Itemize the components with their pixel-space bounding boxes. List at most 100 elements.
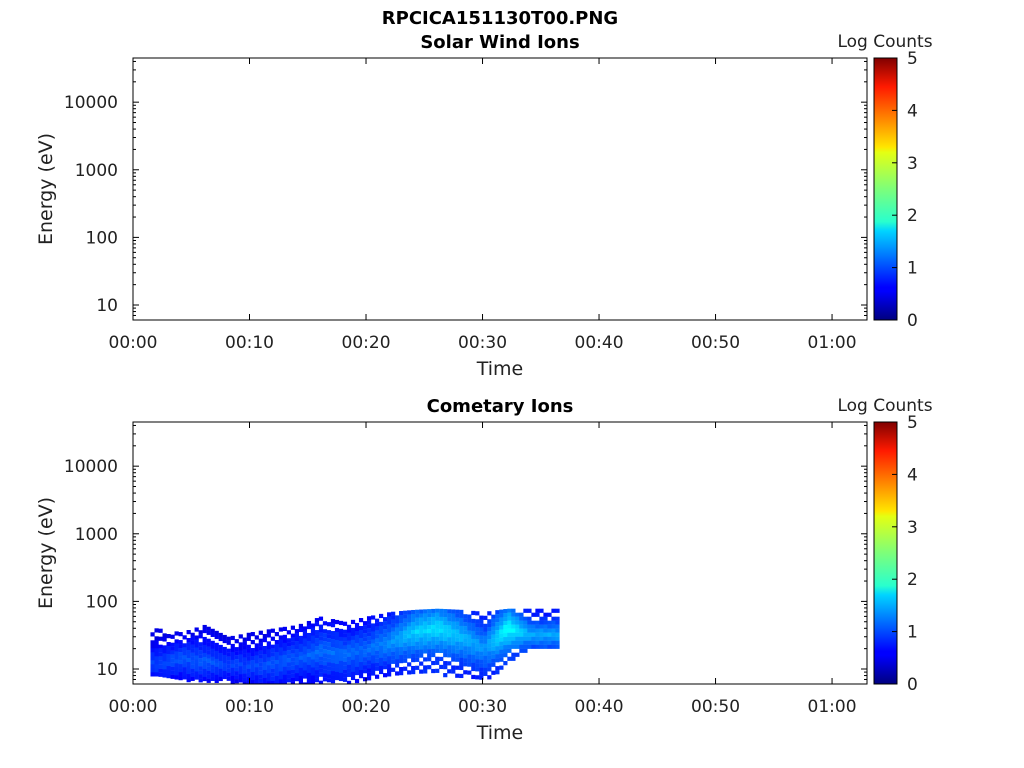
spectrogram-cell — [338, 628, 344, 634]
spectrogram-cell — [338, 620, 344, 626]
spectrogram-cell — [370, 667, 376, 672]
spectrogram-cell — [447, 637, 452, 642]
spectrogram-cell — [362, 657, 368, 662]
spectrogram-cell — [539, 616, 544, 621]
spectrogram-cell — [294, 641, 300, 646]
spectrogram-cell — [250, 664, 255, 669]
spectrogram-cell — [543, 628, 548, 633]
spectrogram-cell — [274, 668, 279, 673]
spectrogram-cell — [310, 655, 316, 660]
spectrogram-cell — [282, 642, 287, 648]
spectrogram-cell — [250, 660, 255, 665]
spectrogram-cell — [491, 670, 496, 675]
spectrogram-cell — [334, 667, 340, 673]
spectrogram-cell — [419, 641, 424, 646]
spectrogram-cell — [278, 655, 283, 660]
spectrogram-cell — [194, 635, 199, 640]
spectrogram-cell — [366, 656, 372, 661]
spectrogram-cell — [383, 673, 388, 678]
spectrogram-cell — [362, 649, 368, 654]
spectrogram-cell — [254, 671, 259, 676]
spectrogram-cell — [338, 648, 344, 654]
spectrogram-cell — [399, 631, 404, 636]
spectrogram-cell — [403, 658, 408, 663]
spectrogram-cell — [531, 612, 536, 617]
spectrogram-cell — [150, 640, 155, 645]
spectrogram-cell — [266, 645, 271, 650]
spectrogram-cell — [246, 656, 251, 661]
spectrogram-cell — [366, 628, 372, 633]
spectrogram-cell — [479, 655, 484, 660]
spectrogram-cell — [346, 656, 352, 661]
spectrogram-cell — [194, 647, 199, 652]
colorbar-tick-label: 3 — [907, 154, 918, 174]
spectrogram-cell — [451, 669, 456, 674]
spectrogram-cell — [162, 669, 167, 674]
spectrogram-cell — [419, 669, 424, 674]
spectrogram-cell — [302, 634, 308, 639]
y-tick-label: 10 — [96, 296, 118, 316]
spectrogram-cell — [491, 642, 496, 647]
spectrogram-cell — [527, 608, 532, 613]
spectrogram-cell — [186, 658, 191, 663]
spectrogram-cell — [290, 657, 295, 662]
spectrogram-cell — [491, 650, 496, 655]
spectrogram-cell — [226, 676, 231, 681]
spectrogram-cell — [150, 656, 155, 661]
spectrogram-cell — [395, 631, 400, 636]
spectrogram-cell — [266, 677, 271, 682]
spectrogram-cell — [218, 648, 223, 654]
spectrogram-cell — [443, 649, 448, 654]
spectrogram-cell — [475, 675, 480, 680]
spectrogram-cell — [479, 659, 484, 664]
spectrogram-cell — [286, 670, 291, 675]
spectrogram-cell — [278, 675, 283, 680]
spectrogram-cell — [346, 664, 352, 669]
spectrogram-cell — [174, 643, 179, 648]
spectrogram-cell — [350, 675, 356, 681]
spectrogram-cell — [194, 651, 199, 656]
spectrogram-cell — [499, 645, 504, 650]
spectrogram-cell — [407, 646, 412, 651]
spectrogram-cell — [286, 642, 291, 647]
spectrogram-cell — [270, 676, 275, 681]
spectrogram-cell — [306, 668, 312, 674]
spectrogram-cell — [246, 632, 251, 637]
spectrogram-cell — [455, 613, 460, 618]
spectrogram-cell — [326, 674, 332, 679]
spectrogram-cell — [463, 646, 468, 651]
spectrogram-cell — [294, 633, 300, 638]
spectrogram-cell — [366, 644, 372, 649]
spectrogram-cell — [318, 616, 324, 621]
plot-frame — [132, 421, 868, 685]
spectrogram-cell — [286, 658, 291, 663]
spectrogram-cell — [338, 660, 344, 666]
spectrogram-cell — [326, 630, 332, 635]
y-tick-label: 1000 — [75, 525, 118, 545]
spectrogram-cell — [439, 644, 444, 650]
spectrogram-cell — [322, 629, 328, 634]
spectrogram-cell — [395, 651, 400, 656]
spectrogram-cell — [495, 626, 500, 631]
spectrogram-cell — [310, 623, 316, 628]
spectrogram-cell — [439, 612, 444, 618]
spectrogram-cell — [350, 635, 356, 641]
spectrogram-cell — [483, 663, 488, 668]
spectrogram-cell — [499, 649, 504, 654]
spectrogram-cell — [395, 619, 400, 624]
spectrogram-cell — [226, 652, 231, 657]
spectrogram-cell — [266, 649, 271, 654]
spectrogram-cell — [403, 614, 408, 619]
spectrogram-cell — [439, 648, 444, 654]
spectrogram-cell — [282, 670, 287, 676]
spectrogram-cell — [455, 641, 460, 646]
spectrogram-cell — [198, 634, 203, 639]
spectrogram-cell — [435, 608, 440, 613]
spectrogram-cell — [547, 636, 552, 641]
colorbar-tick-label: 5 — [907, 49, 918, 69]
spectrogram-cell — [314, 650, 320, 655]
spectrogram-cell — [214, 646, 219, 652]
spectrogram-cell — [374, 646, 380, 651]
spectrogram-cell — [455, 633, 460, 638]
